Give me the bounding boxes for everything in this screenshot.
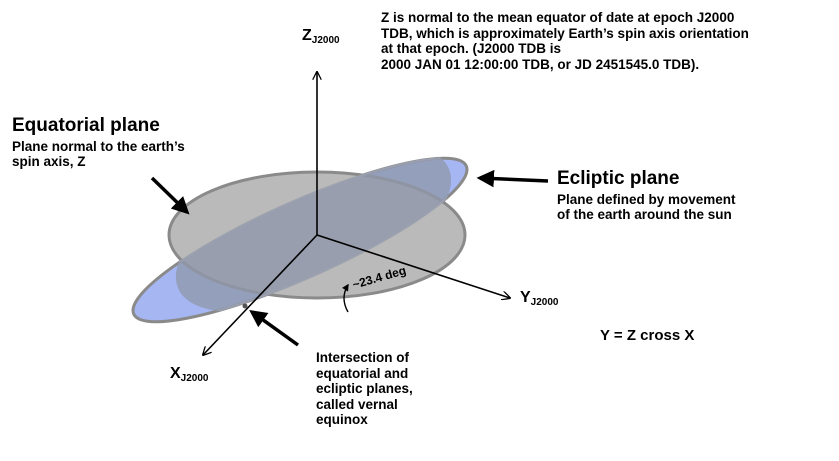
y-axis — [316, 234, 510, 298]
vernal-equinox-point — [242, 303, 248, 309]
equinox-pointer-arrow — [249, 309, 300, 347]
y-axis-label: YJ2000 — [520, 289, 559, 308]
tilt-angle-arc — [342, 283, 349, 313]
equatorial-plane-description: Plane normal to the earth’s spin axis, Z — [12, 138, 185, 170]
cross-product-note: Y = Z cross X — [600, 327, 695, 344]
ecliptic-plane-label: Ecliptic plane Plane defined by movement… — [557, 168, 736, 223]
ecliptic-plane-description: Plane defined by movement of the earth a… — [557, 191, 736, 223]
x-axis — [203, 234, 318, 355]
ecliptic-pointer-arrow — [476, 169, 549, 188]
x-axis-label: XJ2000 — [170, 365, 209, 384]
equatorial-pointer-arrow — [150, 176, 190, 215]
ecliptic-plane-title: Ecliptic plane — [557, 168, 680, 189]
planes-overlap-region — [152, 158, 467, 322]
equatorial-plane-label: Equatorial plane Plane normal to the ear… — [12, 115, 185, 170]
equatorial-plane-title: Equatorial plane — [12, 115, 160, 136]
z-axis-note: Z is normal to the mean equator of date … — [381, 10, 749, 72]
vernal-equinox-note: Intersection of equatorial and ecliptic … — [316, 350, 413, 428]
z-axis-label: ZJ2000 — [302, 27, 340, 46]
